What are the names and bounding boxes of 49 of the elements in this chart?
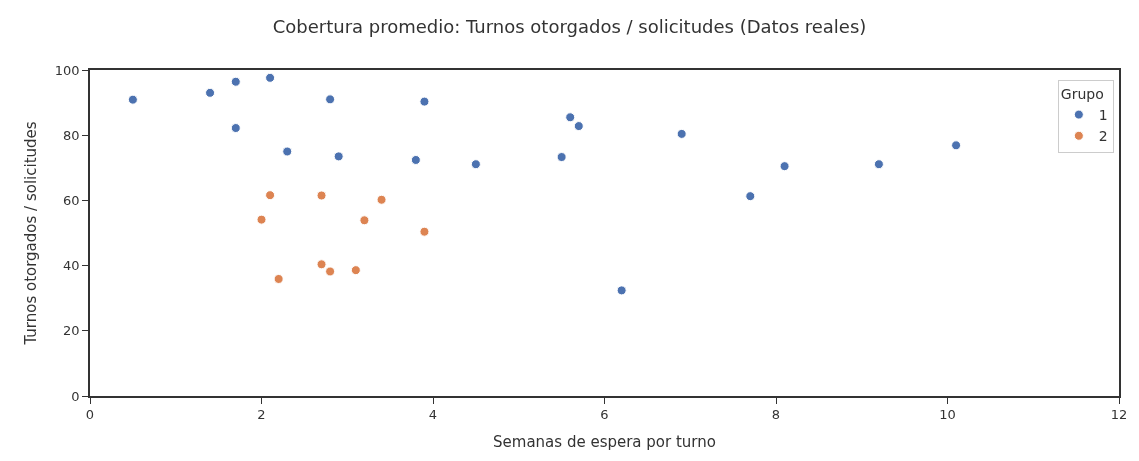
point — [325, 266, 336, 277]
y-tick-label: 0 — [71, 388, 80, 404]
chart-title: Cobertura promedio: Turnos otorgados / solicitudes (Datos reales) — [272, 16, 867, 38]
point — [873, 159, 884, 170]
y-tick-label: 20 — [63, 323, 80, 339]
point — [556, 152, 567, 163]
point — [325, 94, 336, 105]
y-tick-label: 60 — [63, 192, 80, 208]
point — [419, 96, 430, 107]
legend-label: 1 — [1098, 107, 1108, 124]
point — [410, 154, 421, 165]
legend-title: Grupo — [1060, 85, 1104, 102]
legend-label: 2 — [1098, 128, 1108, 145]
x-tick-label: 12 — [1110, 407, 1128, 423]
point — [779, 161, 790, 172]
point — [676, 128, 687, 139]
point — [616, 285, 627, 296]
point — [256, 214, 267, 225]
point — [265, 72, 276, 83]
point — [565, 112, 576, 123]
point — [273, 273, 284, 284]
x-axis-title: Semanas de espera por turno — [493, 432, 716, 451]
point — [316, 259, 327, 270]
point — [333, 151, 344, 162]
point — [230, 76, 241, 87]
x-tick-label: 2 — [257, 407, 266, 423]
x-tick-label: 6 — [600, 407, 609, 423]
point — [376, 194, 387, 205]
point — [470, 159, 481, 170]
x-tick-label: 4 — [428, 407, 438, 423]
point — [419, 226, 430, 237]
x-tick-label: 8 — [771, 407, 781, 423]
point — [282, 146, 293, 157]
point — [205, 87, 216, 98]
point — [951, 140, 962, 151]
x-tick-label: 0 — [85, 407, 95, 423]
point — [316, 190, 327, 201]
point — [745, 191, 756, 202]
point — [359, 215, 370, 226]
point — [350, 265, 361, 276]
point — [127, 94, 138, 105]
point — [265, 190, 276, 201]
y-tick-label: 40 — [63, 258, 80, 274]
point — [573, 121, 584, 132]
y-tick-label: 100 — [54, 62, 80, 78]
y-axis-title: Turnos otorgados / solicitudes — [21, 121, 40, 346]
y-tick-label: 80 — [63, 127, 80, 143]
point — [230, 123, 241, 134]
x-tick-label: 10 — [939, 407, 956, 423]
